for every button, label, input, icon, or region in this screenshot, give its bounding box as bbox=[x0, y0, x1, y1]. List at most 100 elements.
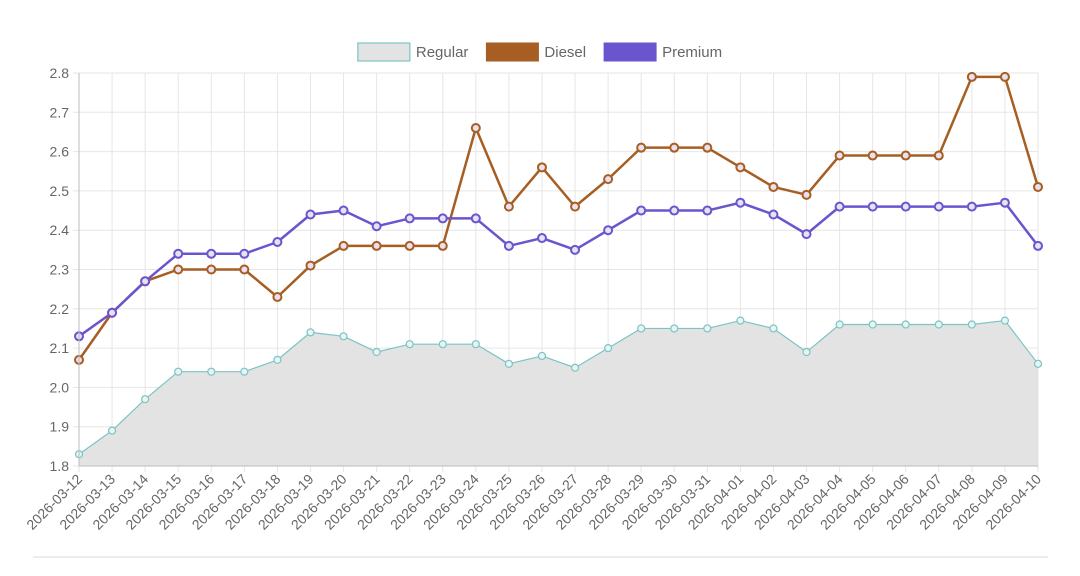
legend-label: Diesel bbox=[544, 44, 586, 61]
series-premium-point[interactable] bbox=[867, 201, 878, 212]
series-premium-point[interactable] bbox=[272, 236, 283, 247]
series-diesel-point[interactable] bbox=[272, 292, 283, 303]
series-premium-point[interactable] bbox=[834, 201, 845, 212]
series-diesel-point[interactable] bbox=[900, 150, 911, 161]
series-regular-line bbox=[78, 319, 1039, 455]
series-regular-point[interactable] bbox=[372, 347, 381, 357]
series-regular-point[interactable] bbox=[339, 332, 348, 341]
series-premium-point[interactable] bbox=[702, 205, 713, 216]
series-regular-point[interactable] bbox=[670, 324, 679, 333]
series-diesel-point[interactable] bbox=[570, 201, 581, 212]
series-diesel-point[interactable] bbox=[173, 264, 184, 275]
series-regular-point[interactable] bbox=[637, 324, 646, 333]
series-regular-point[interactable] bbox=[703, 324, 712, 333]
legend-item-premium[interactable]: Premium bbox=[603, 42, 722, 62]
series-diesel-point[interactable] bbox=[404, 240, 415, 251]
series-regular-point[interactable] bbox=[174, 367, 183, 376]
series-premium-point[interactable] bbox=[603, 225, 614, 236]
series-diesel-point[interactable] bbox=[470, 123, 481, 134]
series-regular-point[interactable] bbox=[802, 347, 811, 357]
series-premium-point[interactable] bbox=[768, 209, 779, 220]
series-diesel-point[interactable] bbox=[636, 142, 647, 153]
series-premium-point[interactable] bbox=[305, 209, 316, 220]
series-diesel-point[interactable] bbox=[834, 150, 845, 161]
series-regular-point[interactable] bbox=[306, 328, 315, 337]
legend: Regular Diesel Premium bbox=[357, 42, 722, 62]
series-regular-point[interactable] bbox=[868, 320, 877, 329]
series-premium-point[interactable] bbox=[570, 244, 581, 255]
series-premium-point[interactable] bbox=[173, 248, 184, 259]
series-premium-point[interactable] bbox=[1033, 240, 1043, 251]
series-premium-point[interactable] bbox=[900, 201, 911, 212]
series-diesel-point[interactable] bbox=[437, 240, 448, 251]
series-regular-point[interactable] bbox=[967, 320, 976, 329]
series-regular-point[interactable] bbox=[471, 340, 480, 349]
series-premium-point[interactable] bbox=[371, 221, 382, 232]
series-diesel-point[interactable] bbox=[669, 142, 680, 153]
series-premium-point[interactable] bbox=[470, 213, 481, 224]
series-premium-point[interactable] bbox=[966, 201, 977, 212]
series-regular-point[interactable] bbox=[405, 340, 414, 349]
series-regular-point[interactable] bbox=[207, 367, 216, 376]
legend-item-diesel[interactable]: Diesel bbox=[485, 42, 586, 62]
series-diesel-point[interactable] bbox=[966, 71, 977, 82]
series-diesel-point[interactable] bbox=[338, 240, 349, 251]
series-premium-point[interactable] bbox=[933, 201, 944, 212]
series-diesel-point[interactable] bbox=[768, 181, 779, 192]
series-regular-point[interactable] bbox=[1033, 359, 1043, 368]
series-regular-point[interactable] bbox=[537, 351, 547, 361]
series-diesel-point[interactable] bbox=[801, 189, 812, 200]
series-diesel-point[interactable] bbox=[603, 174, 614, 185]
series-regular-point[interactable] bbox=[141, 395, 150, 404]
series-diesel-point[interactable] bbox=[371, 240, 382, 251]
series-diesel-point[interactable] bbox=[702, 142, 713, 153]
y-tick-label: 2.3 bbox=[50, 262, 70, 278]
series-premium-point[interactable] bbox=[801, 229, 812, 240]
legend-label: Regular bbox=[416, 44, 469, 61]
series-premium-point[interactable] bbox=[536, 233, 547, 244]
line-layer bbox=[77, 75, 1040, 455]
series-diesel-point[interactable] bbox=[305, 260, 316, 271]
series-premium-point[interactable] bbox=[735, 197, 746, 208]
series-diesel-point[interactable] bbox=[867, 150, 878, 161]
series-premium-point[interactable] bbox=[437, 213, 448, 224]
series-diesel-point[interactable] bbox=[999, 71, 1010, 82]
series-regular-point[interactable] bbox=[901, 320, 910, 329]
series-regular-area bbox=[79, 320, 1038, 466]
series-diesel-point[interactable] bbox=[933, 150, 944, 161]
y-tick-label: 2.2 bbox=[50, 301, 70, 317]
series-regular-point[interactable] bbox=[240, 367, 249, 376]
series-premium-point[interactable] bbox=[107, 307, 118, 318]
series-premium-point[interactable] bbox=[999, 197, 1010, 208]
series-premium-point[interactable] bbox=[206, 248, 217, 259]
series-premium-point[interactable] bbox=[404, 213, 415, 224]
series-diesel-point[interactable] bbox=[1033, 181, 1043, 192]
series-regular-point[interactable] bbox=[736, 316, 745, 325]
y-tick-label: 1.9 bbox=[50, 419, 70, 435]
series-diesel-point[interactable] bbox=[735, 162, 746, 173]
series-regular-point[interactable] bbox=[604, 344, 613, 353]
series-premium-point[interactable] bbox=[140, 276, 151, 287]
legend-item-regular[interactable]: Regular bbox=[357, 42, 469, 62]
series-premium-point[interactable] bbox=[239, 248, 250, 259]
series-regular-point[interactable] bbox=[107, 426, 117, 435]
series-diesel-point[interactable] bbox=[239, 264, 250, 275]
series-regular-point[interactable] bbox=[438, 340, 447, 349]
series-diesel-point[interactable] bbox=[536, 162, 547, 173]
y-tick-label: 2.6 bbox=[50, 144, 70, 160]
series-premium-point[interactable] bbox=[503, 240, 514, 251]
series-diesel-point[interactable] bbox=[206, 264, 217, 275]
series-premium-point[interactable] bbox=[636, 205, 647, 216]
series-regular-point[interactable] bbox=[1000, 316, 1010, 325]
series-premium-point[interactable] bbox=[338, 205, 349, 216]
series-regular-point[interactable] bbox=[570, 363, 580, 372]
legend-swatch bbox=[603, 42, 657, 62]
series-regular-point[interactable] bbox=[769, 324, 778, 333]
series-regular-point[interactable] bbox=[504, 359, 513, 368]
series-regular-point[interactable] bbox=[273, 355, 282, 364]
series-diesel-point[interactable] bbox=[503, 201, 514, 212]
series-regular-point[interactable] bbox=[835, 320, 844, 329]
series-regular-point[interactable] bbox=[934, 320, 943, 329]
legend-swatch bbox=[357, 42, 411, 62]
series-premium-point[interactable] bbox=[669, 205, 680, 216]
